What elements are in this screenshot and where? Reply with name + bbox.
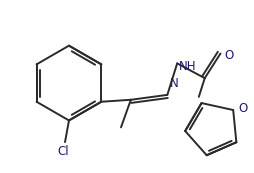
Text: N: N bbox=[170, 77, 179, 90]
Text: O: O bbox=[238, 102, 247, 115]
Text: Cl: Cl bbox=[57, 145, 69, 158]
Text: O: O bbox=[225, 49, 234, 62]
Text: NH: NH bbox=[179, 60, 197, 73]
